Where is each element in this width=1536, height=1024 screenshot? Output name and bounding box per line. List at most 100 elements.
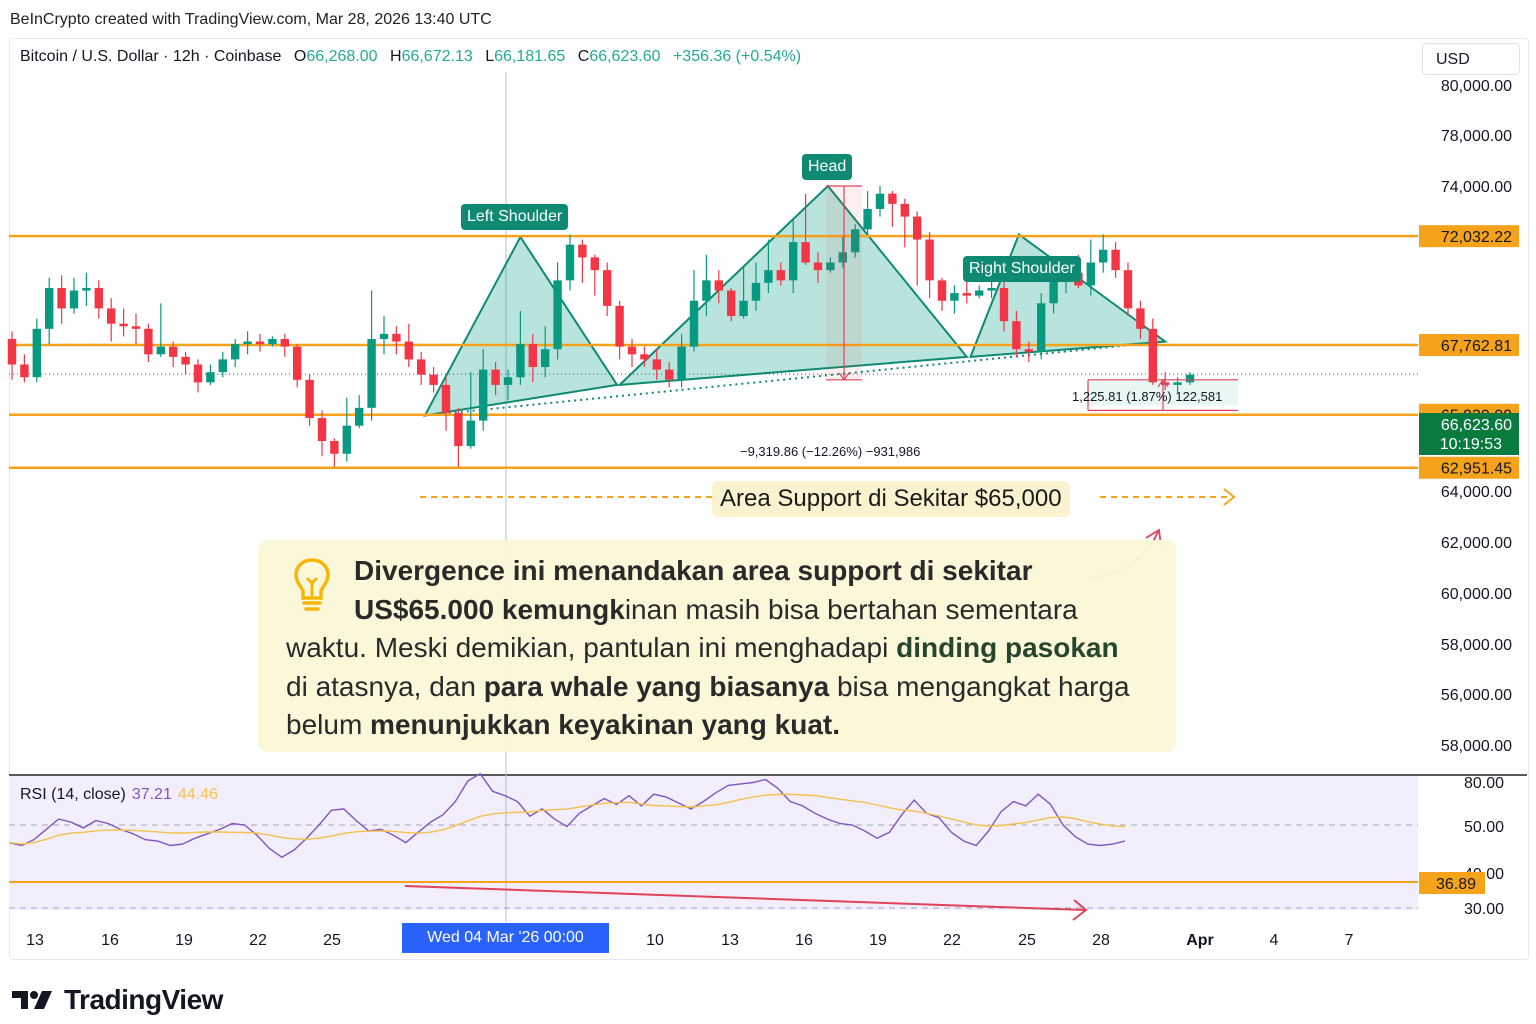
price-tag-label: 62,951.45: [1441, 461, 1512, 478]
rsi-legend: RSI (14, close) 37.21 44.46: [20, 786, 218, 804]
candle-body: [218, 359, 227, 373]
open-value: 66,268.00: [306, 48, 378, 65]
symbol-name[interactable]: Bitcoin / U.S. Dollar · 12h · Coinbase: [20, 48, 282, 65]
measure-small-arrowhead: [1157, 378, 1169, 388]
candle-body: [813, 262, 823, 271]
candle-body: [94, 288, 103, 309]
candle-body: [801, 242, 810, 263]
tradingview-logo-icon: [12, 991, 52, 1009]
candle-body: [82, 288, 91, 291]
candle-body: [243, 341, 252, 345]
candle-body: [516, 344, 525, 378]
candle-body: [491, 369, 500, 385]
lightbulb-icon: [294, 558, 330, 611]
currency-button[interactable]: USD: [1422, 43, 1520, 75]
left-shoulder-label: Left Shoulder: [461, 204, 569, 230]
candle-body: [1173, 382, 1182, 385]
tradingview-logo[interactable]: TradingView: [12, 984, 223, 1016]
candle-body: [1012, 321, 1021, 350]
time-axis-label: 4: [1270, 932, 1279, 949]
candle-body: [131, 326, 141, 329]
candle-body: [553, 280, 562, 350]
candle-body: [900, 203, 909, 217]
high-value: 66,672.13: [401, 48, 473, 65]
candle-body: [466, 420, 475, 447]
rsi-name[interactable]: RSI (14, close): [20, 786, 126, 803]
candle-body: [379, 333, 389, 339]
ohlc-legend: Bitcoin / U.S. Dollar · 12h · Coinbase O…: [20, 48, 801, 66]
candle-body: [1024, 349, 1033, 352]
time-axis-label: 25: [323, 932, 341, 949]
candle-body: [231, 344, 240, 360]
price-axis-label: 62,000.00: [1441, 535, 1512, 552]
candle-body: [776, 270, 785, 281]
candle-body: [7, 339, 17, 365]
callout-line-5a: belum: [286, 709, 371, 740]
candle-body: [1099, 249, 1108, 263]
candle-body: [826, 262, 835, 271]
candle-body: [987, 288, 996, 291]
candle-body: [1037, 303, 1046, 352]
credit-text: BeInCrypto created with TradingView.com,…: [10, 11, 492, 28]
candle-body: [578, 244, 587, 258]
insight-callout: Divergence ini menandakan area support d…: [258, 540, 1176, 752]
candle-body: [739, 300, 748, 317]
countdown-label: 10:19:53: [1440, 436, 1502, 453]
time-axis-label: 7: [1345, 932, 1354, 949]
measure-drop-label: −9,319.86 (−12.26%) −931,986: [740, 444, 920, 459]
time-axis-label: 16: [795, 932, 813, 949]
price-axis-label: 58,000.00: [1441, 637, 1512, 654]
candle-body: [541, 349, 550, 368]
candle-body: [528, 344, 537, 368]
candle-body: [702, 280, 711, 301]
time-axis-label: 13: [721, 932, 739, 949]
candle-body: [1111, 249, 1120, 271]
low-value: 66,181.65: [494, 48, 566, 65]
candle-body: [367, 339, 376, 408]
rsi-ma-line: [8, 793, 1126, 845]
open-label: O: [293, 48, 307, 65]
candle-body: [677, 346, 686, 380]
measure-small-label: 1,225.81 (1.87%) 122,581: [1072, 389, 1222, 404]
current-price-label: 66,623.60: [1441, 417, 1512, 434]
rsi-ma-value: 44.46: [177, 786, 218, 803]
candle-body: [652, 359, 661, 370]
candle-body: [268, 339, 277, 345]
current-price-tag-bg: [1419, 413, 1519, 455]
brand-name: TradingView: [64, 984, 223, 1015]
price-axis-label: 60,000.00: [1441, 586, 1512, 603]
callout-whales: para whale yang biasanya: [483, 670, 830, 702]
candle-body: [1136, 308, 1145, 329]
candle-body: [169, 346, 178, 357]
candle-body: [429, 374, 438, 385]
candle-body: [838, 252, 847, 263]
callout-line-3: waktu. Meski demikian, pantulan ini meng…: [286, 632, 897, 663]
right-shoulder-label: Right Shoulder: [963, 256, 1081, 282]
candle-body: [342, 425, 351, 454]
callout-line-4a: di atasnya, dan: [286, 670, 484, 702]
candle-body: [119, 323, 128, 327]
price-tag-label: 67,762.81: [1441, 338, 1512, 355]
candle-body: [1049, 280, 1058, 304]
rsi-tag-bg: [1419, 872, 1485, 894]
price-axis-label: 74,000.00: [1441, 179, 1512, 196]
candle-body: [789, 242, 798, 281]
support-area-label: Area Support di Sekitar $65,000: [712, 481, 1070, 517]
divergence-arrowhead: [1072, 899, 1088, 921]
candle-body: [479, 369, 488, 421]
candle-body: [503, 377, 513, 385]
candle-body: [727, 290, 736, 317]
candle-body: [627, 346, 637, 355]
candle-body: [962, 293, 971, 296]
time-axis-label: 22: [943, 932, 961, 949]
candle-body: [1148, 328, 1157, 383]
callout-line-4c: bisa mengangkat harga: [829, 670, 1130, 702]
candle-body: [925, 239, 934, 281]
candle-body: [590, 257, 599, 271]
low-label: L: [485, 48, 495, 65]
time-axis-label: Apr: [1186, 932, 1214, 949]
price-axis-label: 78,000.00: [1441, 128, 1512, 145]
rsi-axis-label: 80.00: [1464, 775, 1504, 792]
candle-body: [950, 293, 959, 301]
price-axis-label: 80,000.00: [1441, 78, 1512, 95]
